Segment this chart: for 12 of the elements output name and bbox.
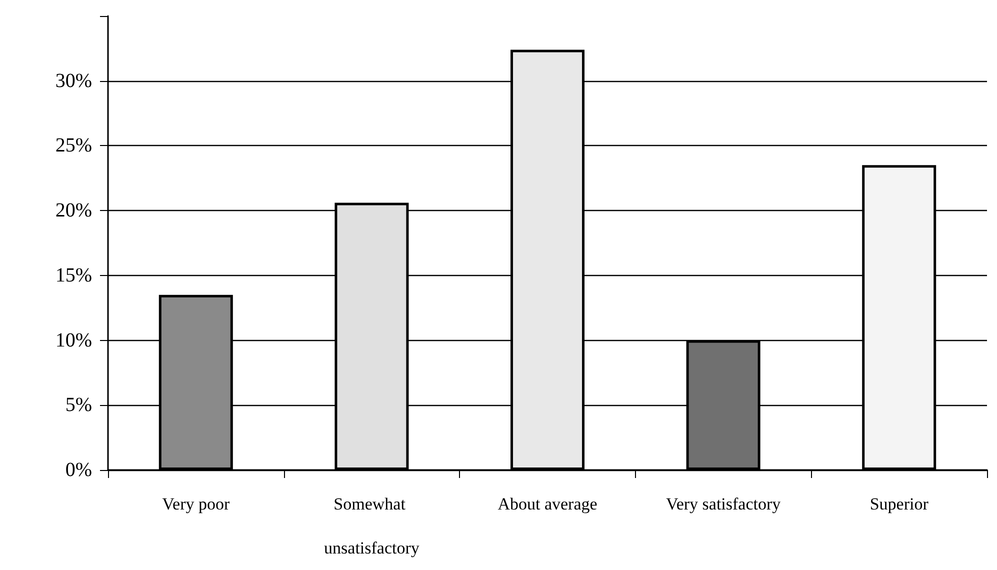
y-tick-label: 5% <box>65 394 92 416</box>
x-tick-label: About average <box>498 494 598 514</box>
category-label: Somewhat unsatisfactory <box>324 494 420 558</box>
x-tick-label: Superior <box>870 494 929 514</box>
x-tick-label: Very poor <box>162 494 230 514</box>
y-tick-label: 20% <box>55 200 92 222</box>
x-tick-label: Very satisfactory <box>666 494 782 514</box>
y-tick-label: 25% <box>55 134 92 157</box>
y-tick-label: 0% <box>65 459 92 481</box>
y-tick-label: 30% <box>55 70 92 92</box>
y-tick-label: 10% <box>55 329 92 352</box>
y-tick-label: 15% <box>55 264 92 286</box>
